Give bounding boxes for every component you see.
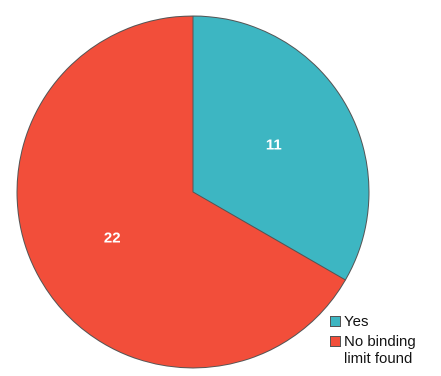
data-label-no-binding-limit-found: 22 xyxy=(104,230,121,247)
legend-label-yes: Yes xyxy=(344,313,369,330)
pie-slice-yes xyxy=(192,15,370,281)
legend-swatch-yes xyxy=(330,316,341,327)
legend-item-no-binding-limit-found: No binding limit found xyxy=(330,333,441,367)
legend: Yes No binding limit found xyxy=(330,313,441,367)
data-label-yes: 11 xyxy=(266,136,282,153)
pie-data-labels: 11 22 xyxy=(104,136,282,246)
legend-swatch-no-binding-limit-found xyxy=(330,336,341,347)
legend-item-yes: Yes xyxy=(330,313,441,333)
pie-slice-no-binding-limit-found xyxy=(16,15,347,369)
pie-slices xyxy=(16,15,370,369)
legend-label-no-binding-limit-found: No binding limit found xyxy=(344,333,416,367)
